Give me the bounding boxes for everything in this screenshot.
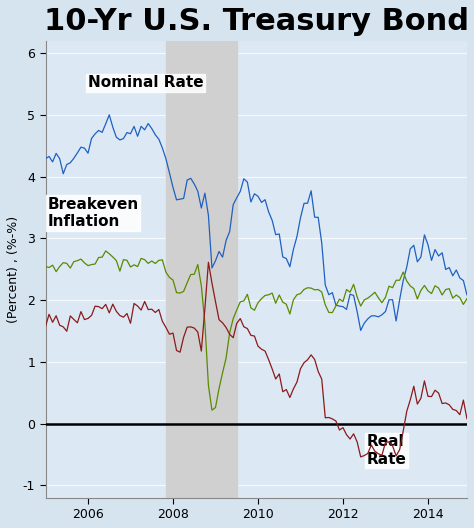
- Title: 10-Yr U.S. Treasury Bond: 10-Yr U.S. Treasury Bond: [44, 7, 469, 36]
- Y-axis label: (Percent) , (%-%): (Percent) , (%-%): [7, 216, 20, 323]
- Bar: [166, 41, 237, 497]
- Text: Real
Rate: Real Rate: [366, 435, 406, 467]
- Text: Breakeven
Inflation: Breakeven Inflation: [48, 197, 139, 229]
- Text: Nominal Rate: Nominal Rate: [88, 76, 204, 90]
